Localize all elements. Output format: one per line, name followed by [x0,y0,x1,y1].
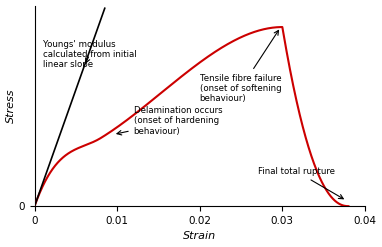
Y-axis label: Stress: Stress [6,89,16,123]
X-axis label: Strain: Strain [183,231,216,242]
Text: Final total rupture: Final total rupture [257,167,343,199]
Text: Tensile fibre failure
(onset of softening
behaviour): Tensile fibre failure (onset of softenin… [200,30,282,103]
Text: Youngs' modulus
calculated from initial
linear slope: Youngs' modulus calculated from initial … [43,40,136,69]
Text: Delamination occurs
(onset of hardening
behaviour): Delamination occurs (onset of hardening … [117,106,222,136]
